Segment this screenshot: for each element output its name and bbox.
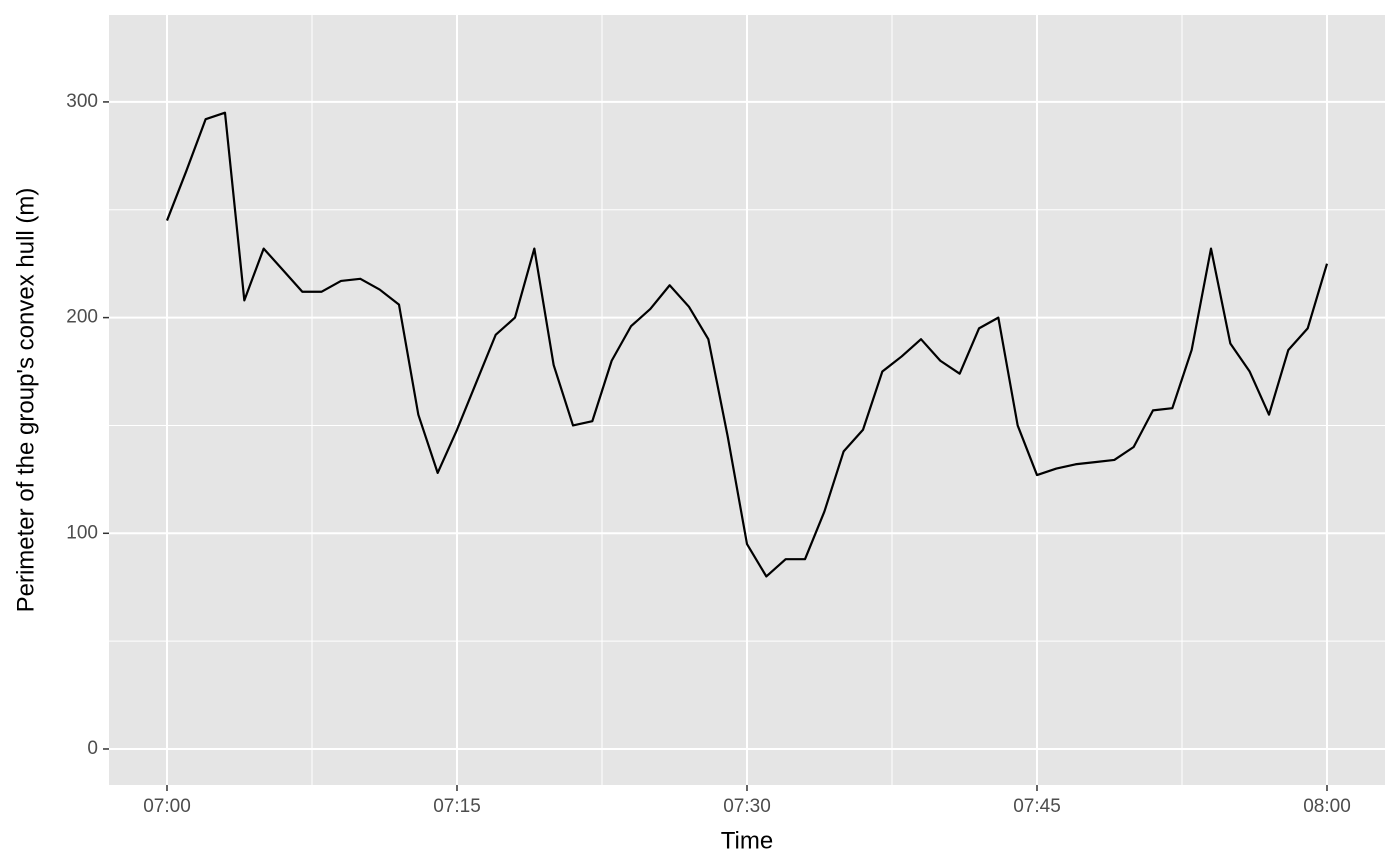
y-axis-title: Perimeter of the group's convex hull (m) — [12, 188, 39, 613]
y-tick-label: 100 — [66, 522, 98, 543]
y-tick-label: 0 — [87, 738, 98, 759]
x-tick-label: 07:15 — [433, 796, 481, 817]
y-tick-label: 300 — [66, 91, 98, 112]
line — [165, 111, 1329, 578]
x-tick-label: 08:00 — [1303, 796, 1351, 817]
y-tick-label: 200 — [66, 307, 98, 328]
x-tick-label: 07:00 — [143, 796, 191, 817]
x-tick-label: 07:45 — [1013, 796, 1061, 817]
x-tick-label: 07:30 — [723, 796, 771, 817]
x-axis-title: Time — [721, 827, 773, 854]
